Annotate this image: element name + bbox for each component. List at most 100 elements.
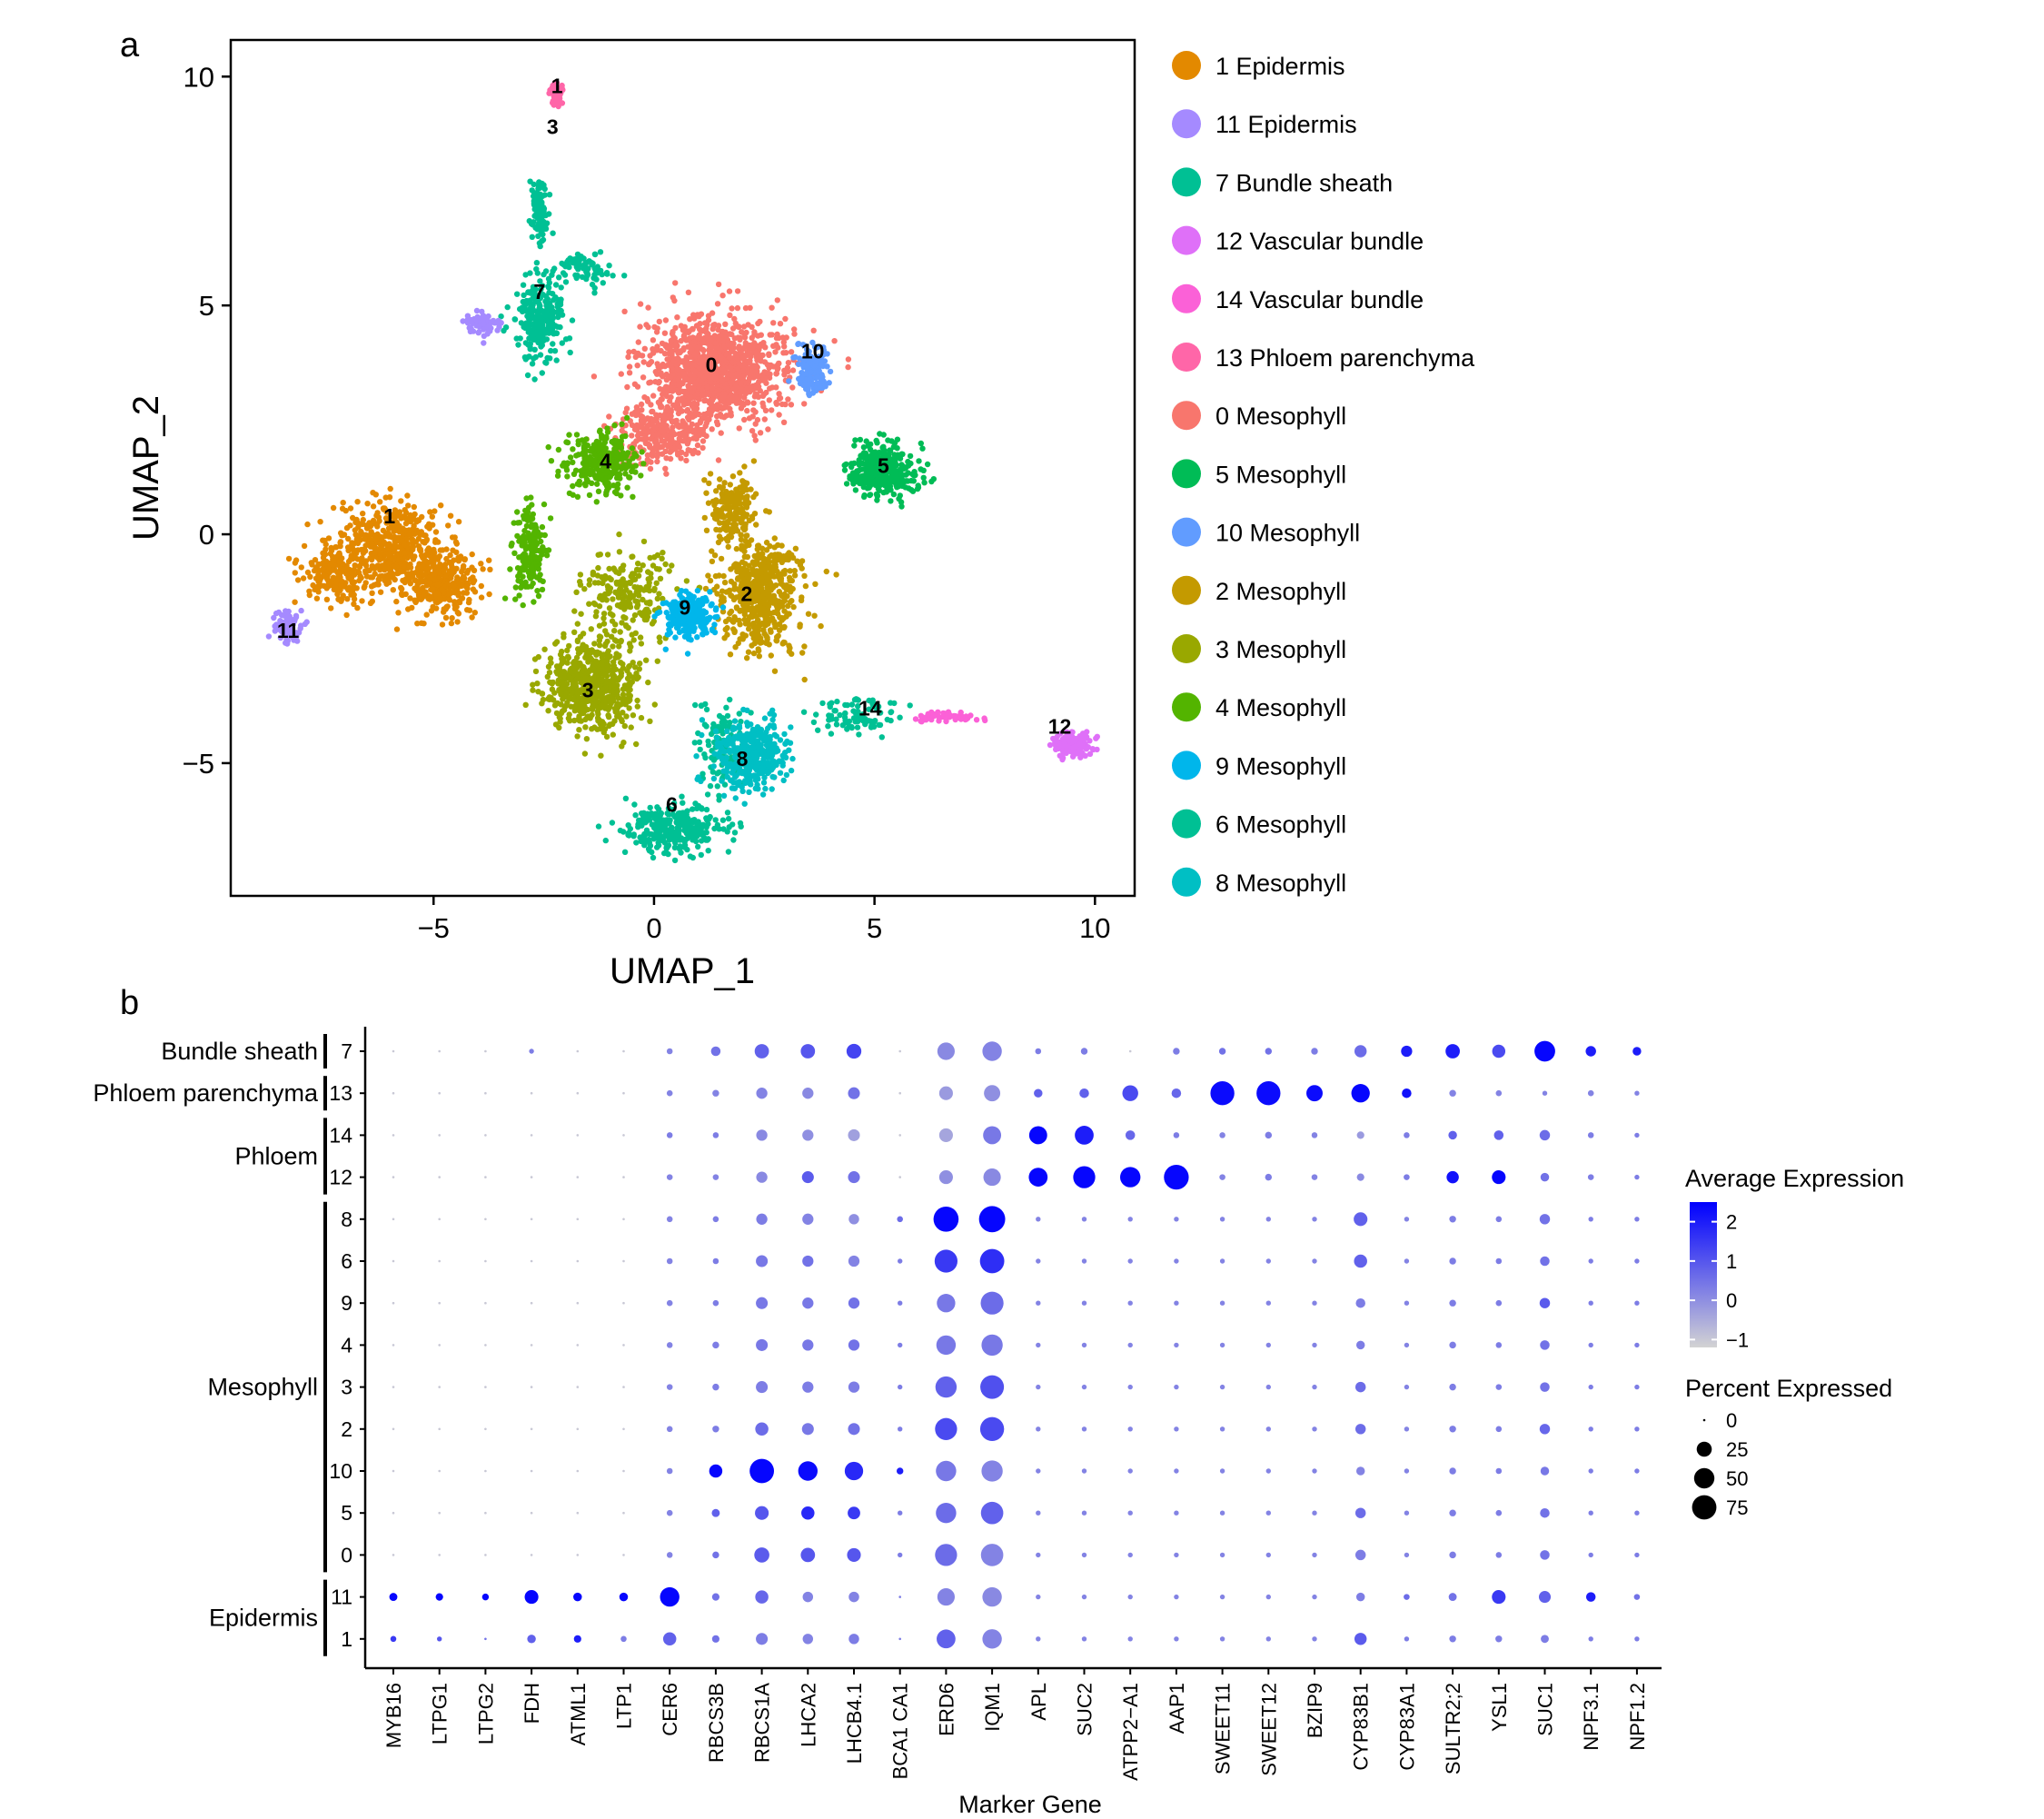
umap-point [530,580,536,587]
umap-point [405,502,412,509]
umap-point [570,492,576,498]
umap-point [461,556,468,563]
umap-point [765,576,771,582]
umap-point [399,545,405,552]
umap-point [749,323,755,331]
umap-point [464,607,471,613]
umap-point [599,661,605,667]
umap-point [722,321,729,327]
umap-point [663,432,670,439]
umap-point [434,581,441,589]
umap-point [728,608,735,615]
umap-point [918,440,924,447]
umap-point [678,850,684,856]
umap-point [769,304,775,311]
umap-point [634,697,640,704]
umap-point [651,821,659,828]
umap-cluster-0-points [583,280,852,477]
umap-point [418,576,424,583]
umap-point [664,343,670,350]
umap-point [701,392,708,398]
umap-point [559,686,565,692]
umap-point [763,539,770,546]
umap-point [626,663,632,670]
umap-point [916,458,922,464]
umap-point [389,534,395,541]
umap-point [591,724,598,731]
umap-point [630,712,637,719]
umap-point [907,452,914,460]
umap-point [845,363,851,371]
umap-point [746,517,753,524]
umap-point [801,643,808,650]
umap-point [747,374,753,381]
umap-point [613,708,620,714]
umap-point [580,631,587,637]
umap-point [360,511,366,517]
umap-point [677,405,683,412]
umap-point [719,485,725,492]
umap-point [725,543,731,551]
umap-point [625,353,631,361]
umap-point [740,354,747,361]
umap-point [874,492,880,500]
umap-point [731,581,738,588]
umap-point [606,605,613,611]
umap-point [553,669,560,675]
umap-point [666,384,672,391]
umap-point [603,733,610,741]
umap-point [694,391,701,397]
umap-point [531,536,538,543]
umap-point [638,472,644,479]
umap-point [423,611,430,618]
umap-point [676,383,683,390]
umap-point [682,422,689,430]
umap-point [786,648,792,655]
umap-point [645,323,651,331]
umap-point [662,415,669,422]
umap-point [891,452,898,458]
umap-point [742,340,749,346]
umap-point [613,438,620,444]
umap-point [679,430,685,437]
umap-point [616,643,622,650]
umap-point [630,493,636,500]
umap-point [654,552,661,559]
umap-point [429,513,435,520]
umap-point [370,517,377,524]
umap-point [565,653,571,660]
umap-point [486,591,492,598]
umap-point [629,593,635,600]
umap-point [894,436,901,442]
umap-point [454,619,461,625]
umap-point [620,450,626,456]
umap-point [354,604,361,611]
umap-point [635,561,641,567]
umap-point [663,455,670,462]
umap-point [419,513,425,521]
umap-point [636,822,642,830]
umap-point [746,562,752,569]
umap-point [670,294,676,301]
umap-point [690,405,698,413]
umap-point [724,631,730,638]
umap-point [690,806,696,812]
umap-point [322,572,329,579]
umap-point [627,692,633,699]
umap-point [380,527,387,534]
umap-point [638,401,645,408]
umap-point [697,335,704,342]
umap-point [521,512,527,520]
umap-point [776,412,782,418]
umap-point [705,820,711,828]
umap-point [638,413,644,419]
umap-point [679,793,685,800]
umap-point [735,575,741,581]
umap-point [660,550,666,556]
umap-point [512,584,519,591]
umap-point [411,503,417,511]
umap-point [703,806,710,813]
umap-point [848,461,855,467]
umap-point [607,611,614,617]
umap-point [351,548,358,555]
